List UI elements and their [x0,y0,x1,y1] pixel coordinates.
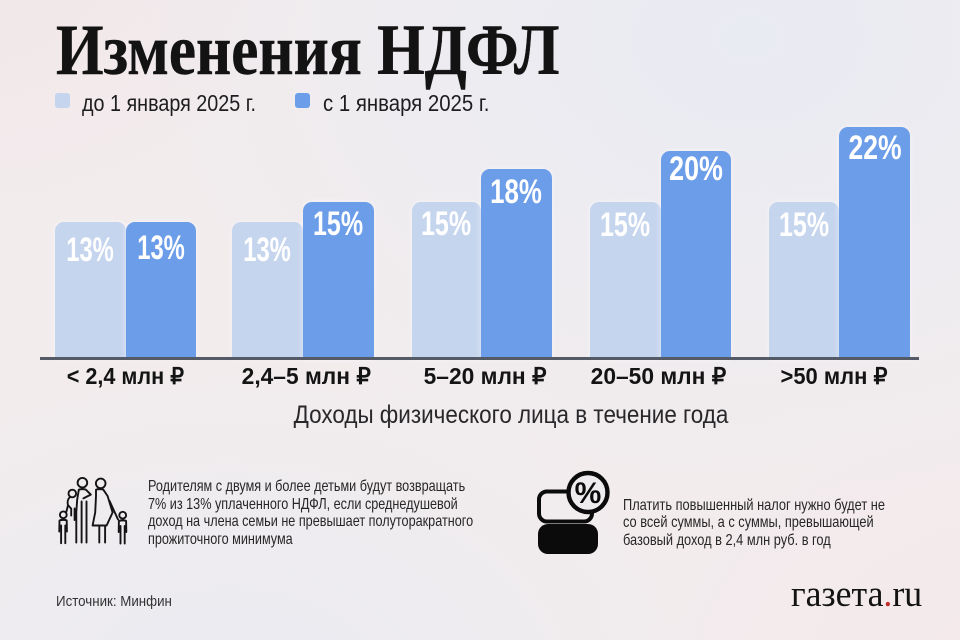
svg-text:%: % [575,477,602,510]
